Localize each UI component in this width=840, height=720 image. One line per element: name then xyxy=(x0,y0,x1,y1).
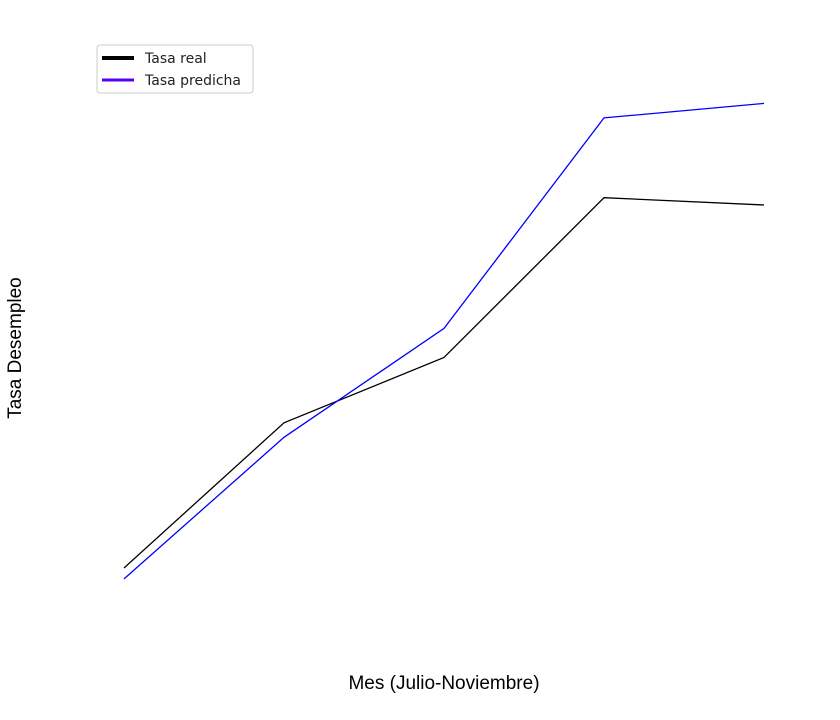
series-line-tasa-real xyxy=(123,197,765,569)
y-axis-label: Tasa Desempleo xyxy=(5,277,26,419)
x-axis-label: Mes (Julio-Noviembre) xyxy=(348,673,539,694)
legend-label-tasa-predicha: Tasa predicha xyxy=(144,73,241,89)
legend-box xyxy=(96,44,254,94)
legend-label-tasa-real: Tasa real xyxy=(144,51,207,67)
legend: Tasa real Tasa predicha xyxy=(96,44,254,94)
plot-area xyxy=(123,102,765,580)
series-line-tasa-predicha xyxy=(123,102,765,580)
